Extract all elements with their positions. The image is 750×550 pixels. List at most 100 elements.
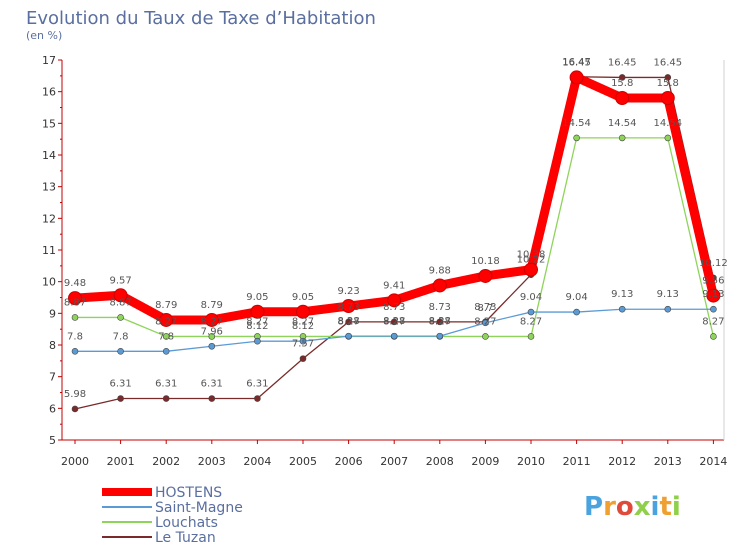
- data-point: [250, 304, 265, 319]
- data-point: [345, 332, 352, 340]
- y-tick-label: 15: [42, 117, 56, 130]
- x-tick-label: 2006: [335, 455, 363, 468]
- data-label: 8.28: [429, 316, 451, 327]
- data-point: [618, 134, 626, 142]
- data-label: 8.87: [64, 297, 86, 308]
- series-lines: [68, 70, 721, 413]
- data-point: [71, 405, 79, 413]
- data-label: 8.27: [702, 316, 724, 327]
- data-point: [390, 332, 398, 340]
- data-label: 9.41: [383, 280, 405, 291]
- data-point: [710, 305, 717, 313]
- data-label: 7.57: [292, 339, 314, 350]
- data-point: [660, 91, 675, 105]
- data-point: [113, 288, 128, 303]
- data-label: 9.88: [429, 265, 451, 276]
- data-label: 9.57: [109, 275, 131, 286]
- x-tick-label: 2014: [699, 455, 727, 468]
- legend-item: Saint-Magne: [102, 500, 243, 516]
- data-label: 9.13: [657, 289, 679, 300]
- x-tick-label: 2003: [198, 455, 226, 468]
- data-point: [618, 74, 626, 81]
- data-point: [71, 314, 79, 321]
- y-tick-label: 16: [42, 86, 56, 99]
- data-point: [706, 288, 721, 303]
- data-label: 16.45: [653, 57, 682, 68]
- data-label: 14.54: [653, 118, 682, 129]
- data-label: 8.27: [337, 316, 359, 327]
- data-label: 9.13: [702, 289, 724, 300]
- watermark-text: Proxiti: [584, 492, 681, 522]
- data-label: 8.73: [383, 302, 405, 313]
- data-label: 15.8: [657, 78, 679, 89]
- data-point: [117, 314, 124, 321]
- x-tick-label: 2010: [517, 455, 545, 468]
- data-label: 10.22: [517, 255, 546, 266]
- x-tick-label: 2001: [107, 455, 135, 468]
- y-tick-label: 12: [42, 212, 56, 225]
- axes: 5 6 7 8 9 10 11 12 13 14 15 16 17 2000 2001 2002 2003 200…: [42, 54, 727, 468]
- data-label: 6.31: [246, 379, 268, 390]
- data-point: [390, 318, 398, 326]
- data-label: 9.05: [246, 292, 268, 303]
- data-point: [664, 74, 672, 81]
- data-label: 8.27: [155, 316, 177, 327]
- data-point: [68, 291, 82, 306]
- data-label: 8.12: [246, 321, 268, 332]
- chart-title: Evolution du Taux de Taxe d’Habitation: [26, 8, 376, 29]
- x-tick-label: 2009: [471, 455, 499, 468]
- data-label: 10.18: [471, 256, 500, 267]
- data-label: 10.12: [699, 258, 728, 269]
- data-point: [208, 333, 216, 340]
- y-tick-label: 5: [49, 434, 56, 447]
- data-label: 8.27: [246, 316, 268, 327]
- data-point: [162, 395, 170, 402]
- data-point: [117, 395, 124, 402]
- data-label: 14.54: [608, 118, 637, 129]
- data-point: [482, 319, 489, 327]
- data-point: [254, 337, 261, 345]
- data-label: 16.47: [562, 57, 591, 68]
- x-tick-label: 2000: [61, 455, 89, 468]
- y-tick-label: 8: [49, 339, 56, 352]
- y-tick-label: 17: [42, 54, 56, 67]
- data-label: 8.27: [474, 316, 496, 327]
- data-point: [387, 293, 402, 308]
- data-point: [208, 395, 216, 402]
- data-point: [117, 348, 124, 355]
- x-tick-label: 2002: [152, 455, 180, 468]
- data-label: 9.48: [64, 278, 86, 289]
- legend-item: HOSTENS: [102, 485, 222, 501]
- chart-subtitle: (en %): [26, 29, 62, 42]
- data-point: [573, 134, 580, 142]
- data-label: 8.28: [337, 316, 359, 327]
- data-point: [618, 305, 626, 313]
- data-point: [208, 342, 216, 350]
- data-label: 8.73: [337, 302, 359, 313]
- data-label: 7.8: [158, 331, 174, 342]
- x-tick-label: 2004: [243, 455, 271, 468]
- data-label: 8.73: [474, 302, 496, 313]
- data-point: [527, 333, 535, 340]
- x-tick-label: 2007: [380, 455, 408, 468]
- data-label: 8.79: [155, 300, 177, 311]
- data-label: 6.31: [109, 379, 131, 390]
- data-label: 16.45: [608, 57, 637, 68]
- data-label: 8.73: [429, 302, 451, 313]
- data-point: [664, 134, 672, 142]
- data-label: 8.27: [429, 316, 451, 327]
- data-point: [478, 268, 493, 283]
- y-tick-label: 9: [49, 307, 56, 320]
- data-point: [432, 278, 447, 293]
- data-point: [71, 348, 79, 355]
- data-point: [204, 312, 219, 327]
- data-point: [436, 332, 444, 340]
- data-point: [524, 262, 538, 277]
- data-point: [162, 348, 170, 355]
- series-hostens: [68, 70, 721, 327]
- legend-label: Saint-Magne: [155, 500, 243, 516]
- data-label: 9.56: [702, 276, 724, 287]
- data-point: [162, 333, 170, 340]
- data-label: 9.23: [337, 286, 359, 297]
